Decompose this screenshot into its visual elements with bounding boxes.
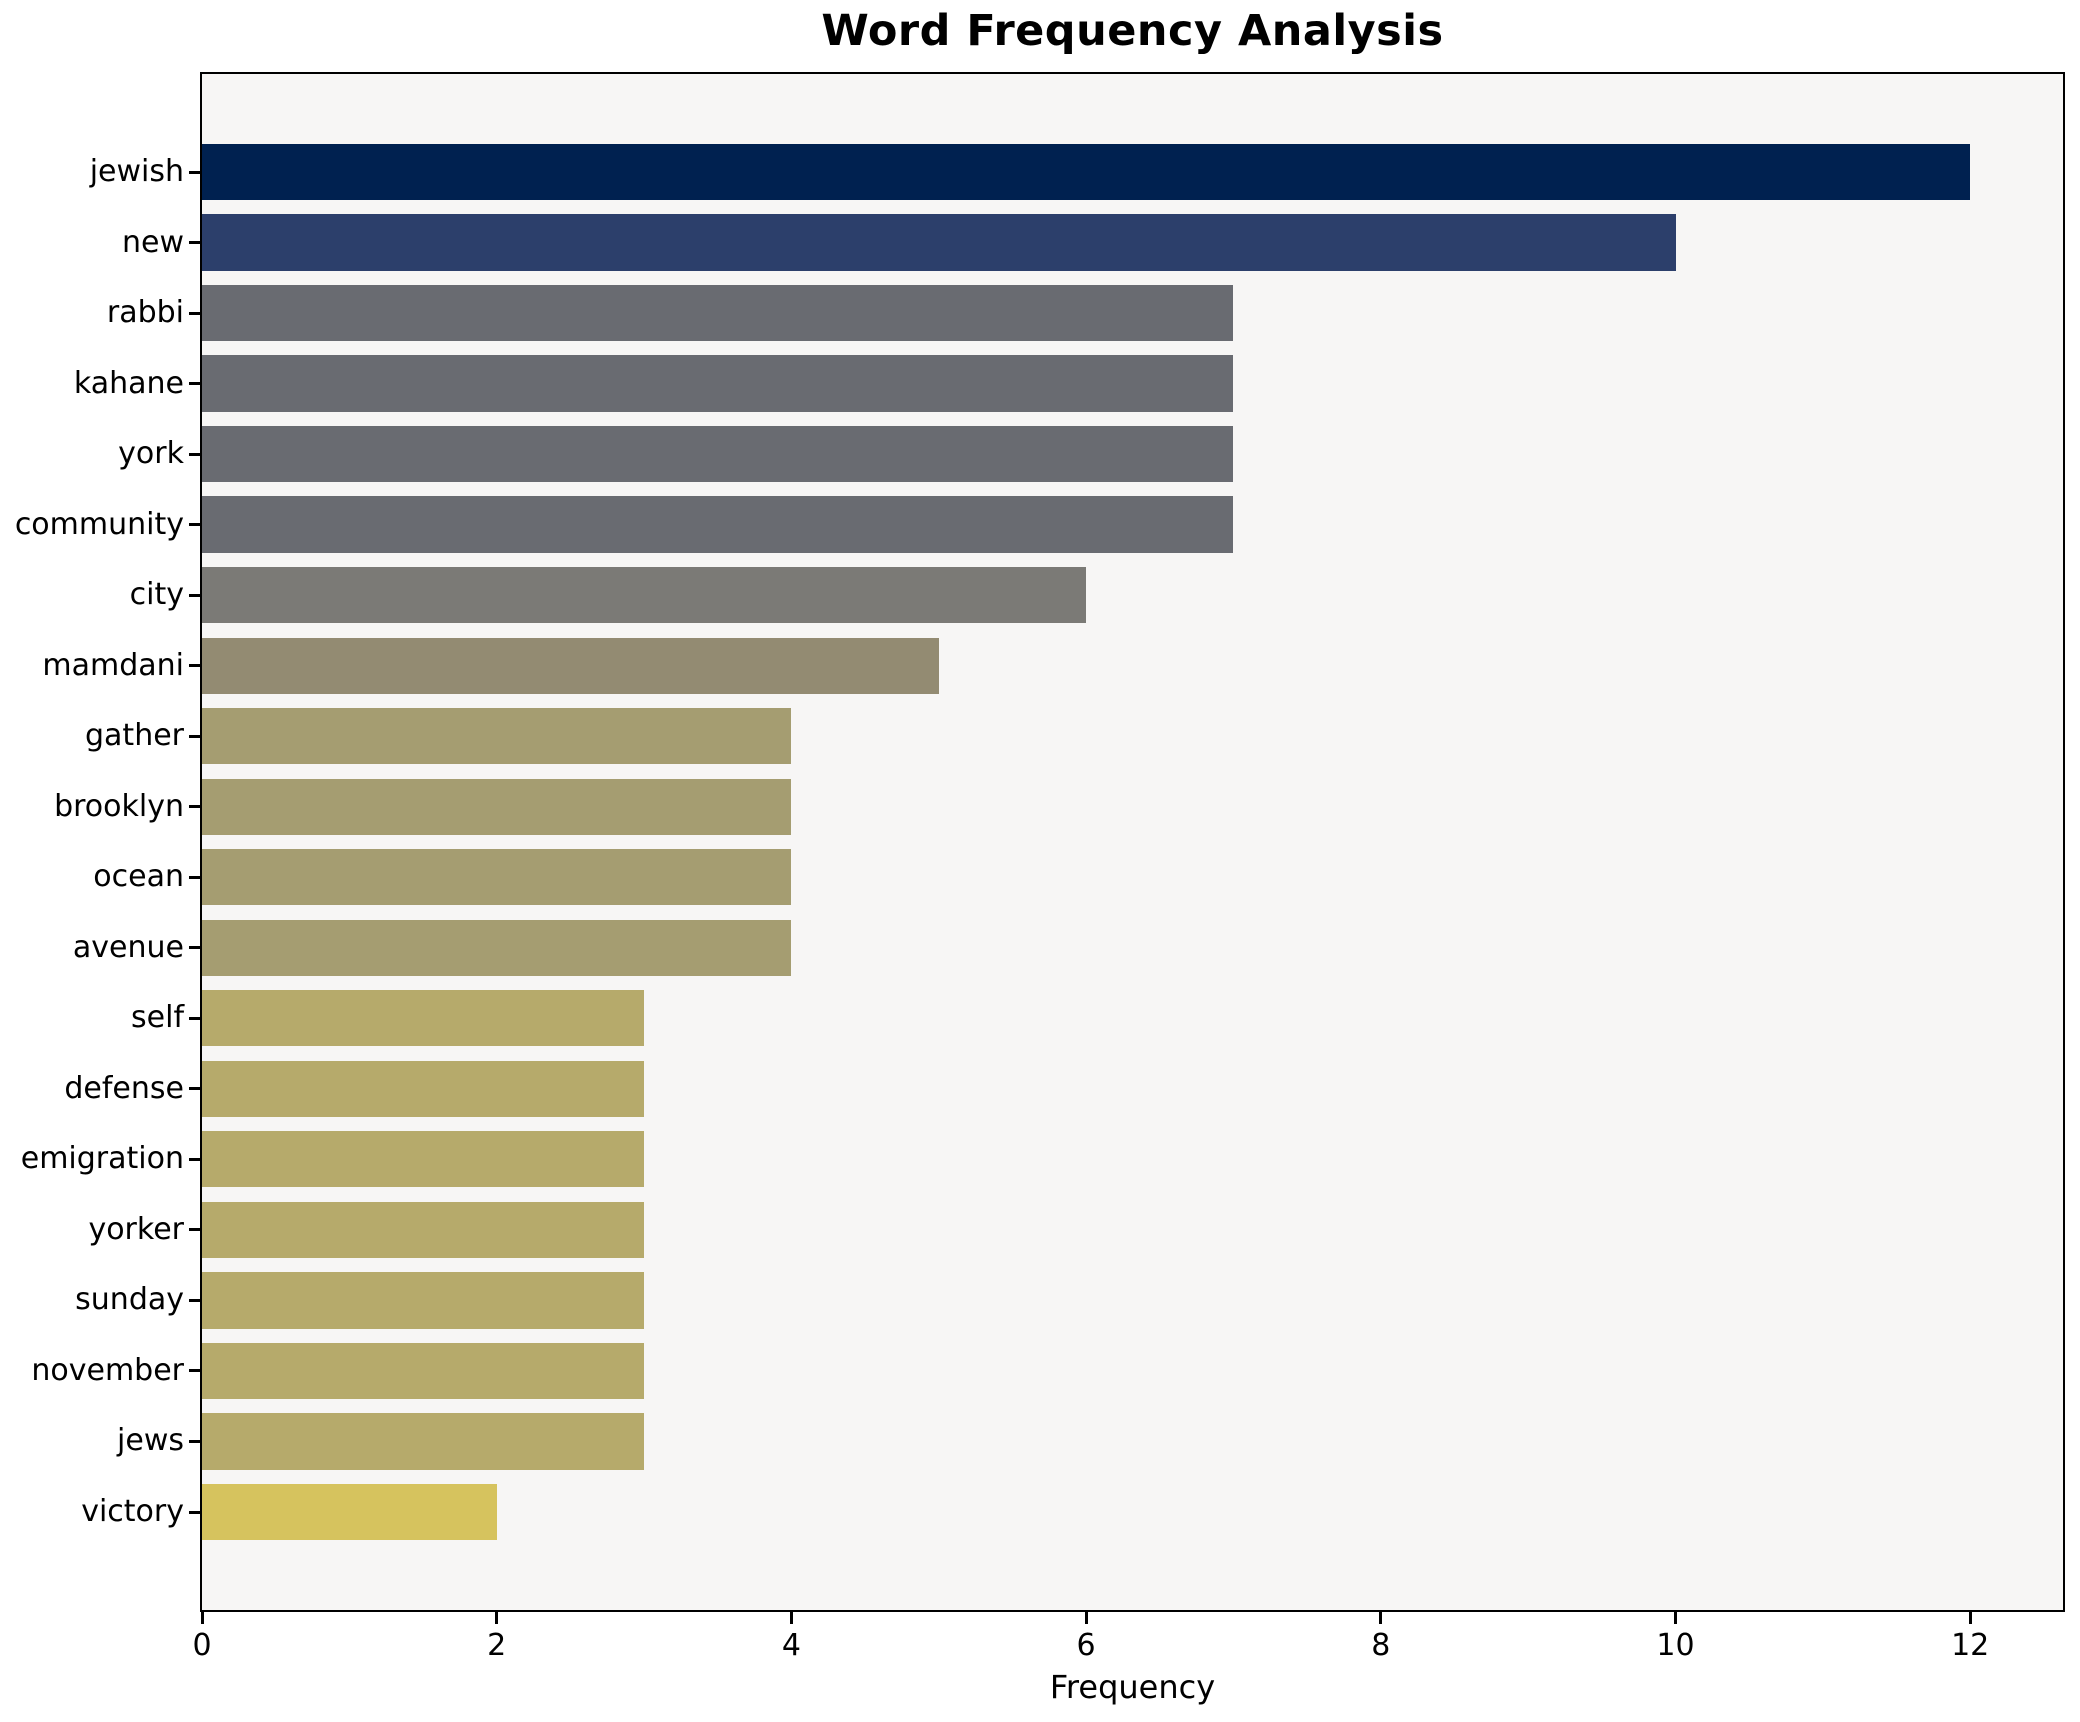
x-tick-mark (1674, 1612, 1677, 1624)
y-tick-label-sunday: sunday (75, 1282, 184, 1318)
x-tick-label-2: 2 (487, 1628, 507, 1663)
y-tick-mark (189, 1369, 200, 1373)
x-tick-mark (495, 1612, 499, 1624)
y-tick-mark (189, 805, 200, 809)
x-tick-mark (1379, 1612, 1383, 1624)
y-tick-mark (189, 452, 200, 456)
bar-victory (202, 1483, 497, 1541)
y-tick-label-community: community (14, 506, 184, 542)
bar-self (202, 990, 644, 1047)
y-tick-mark (189, 734, 200, 738)
y-tick-label-rabbi: rabbi (106, 295, 184, 331)
y-tick-label-victory: victory (81, 1494, 184, 1529)
y-tick-label-avenue: avenue (72, 929, 184, 965)
y-tick-mark (189, 311, 200, 315)
y-tick-mark (189, 664, 200, 668)
y-tick-mark (189, 1439, 200, 1443)
bar-rabbi (202, 284, 1234, 342)
bar-new (202, 214, 1676, 271)
x-tick-label-12: 12 (1951, 1628, 1990, 1663)
y-tick-label-city: city (129, 577, 184, 613)
y-tick-label-mamdani: mamdani (42, 647, 184, 683)
y-tick-mark (189, 875, 200, 879)
y-tick-label-emigration: emigration (20, 1141, 184, 1177)
x-tick-mark (200, 1612, 204, 1624)
bar-defense (202, 1060, 644, 1117)
x-tick-label-8: 8 (1371, 1628, 1391, 1663)
y-tick-label-jews: jews (117, 1423, 184, 1459)
x-tick-label-0: 0 (192, 1628, 212, 1663)
y-tick-label-york: york (118, 436, 184, 472)
bar-jewish (202, 143, 1971, 201)
bar-city (202, 567, 1087, 624)
y-tick-mark (189, 1510, 200, 1514)
y-tick-label-defense: defense (64, 1070, 184, 1106)
bar-jews (202, 1413, 644, 1470)
y-tick-mark (189, 1087, 200, 1091)
y-tick-mark (189, 382, 200, 386)
bar-emigration (202, 1131, 644, 1188)
bar-kahane (202, 355, 1234, 412)
y-tick-mark (189, 1228, 200, 1232)
x-tick-mark (1084, 1612, 1088, 1624)
bar-community (202, 496, 1234, 553)
x-tick-mark (1968, 1612, 1972, 1624)
y-tick-mark (189, 1016, 200, 1020)
y-tick-mark (189, 946, 200, 950)
y-tick-mark (189, 241, 200, 245)
bar-yorker (202, 1201, 644, 1259)
y-tick-mark (189, 170, 200, 174)
x-tick-mark (789, 1612, 793, 1624)
x-tick-label-10: 10 (1656, 1628, 1695, 1663)
chart-title: Word Frequency Analysis (821, 6, 1444, 56)
x-axis-title: Frequency (1049, 1668, 1216, 1706)
y-tick-label-gather: gather (85, 718, 184, 754)
bar-mamdani (202, 637, 939, 694)
plot-area (200, 72, 2065, 1612)
y-tick-mark (189, 523, 200, 527)
y-tick-mark (189, 593, 200, 597)
bar-november (202, 1342, 644, 1400)
y-tick-label-ocean: ocean (93, 859, 184, 895)
y-tick-label-self: self (131, 1000, 184, 1036)
y-tick-mark (189, 1298, 200, 1302)
bar-york (202, 425, 1234, 483)
bar-gather (202, 708, 792, 765)
x-tick-label-6: 6 (1076, 1628, 1096, 1663)
y-tick-label-jewish: jewish (89, 154, 184, 189)
bar-avenue (202, 919, 792, 976)
y-tick-label-yorker: yorker (88, 1211, 184, 1247)
y-tick-label-november: november (31, 1352, 184, 1388)
x-tick-label-4: 4 (781, 1628, 801, 1663)
bar-ocean (202, 849, 792, 906)
bar-sunday (202, 1272, 644, 1329)
y-tick-mark (189, 1157, 200, 1161)
y-tick-label-new: new (121, 224, 184, 260)
y-tick-label-brooklyn: brooklyn (54, 788, 184, 824)
y-tick-label-kahane: kahane (73, 365, 184, 401)
bar-brooklyn (202, 778, 792, 835)
